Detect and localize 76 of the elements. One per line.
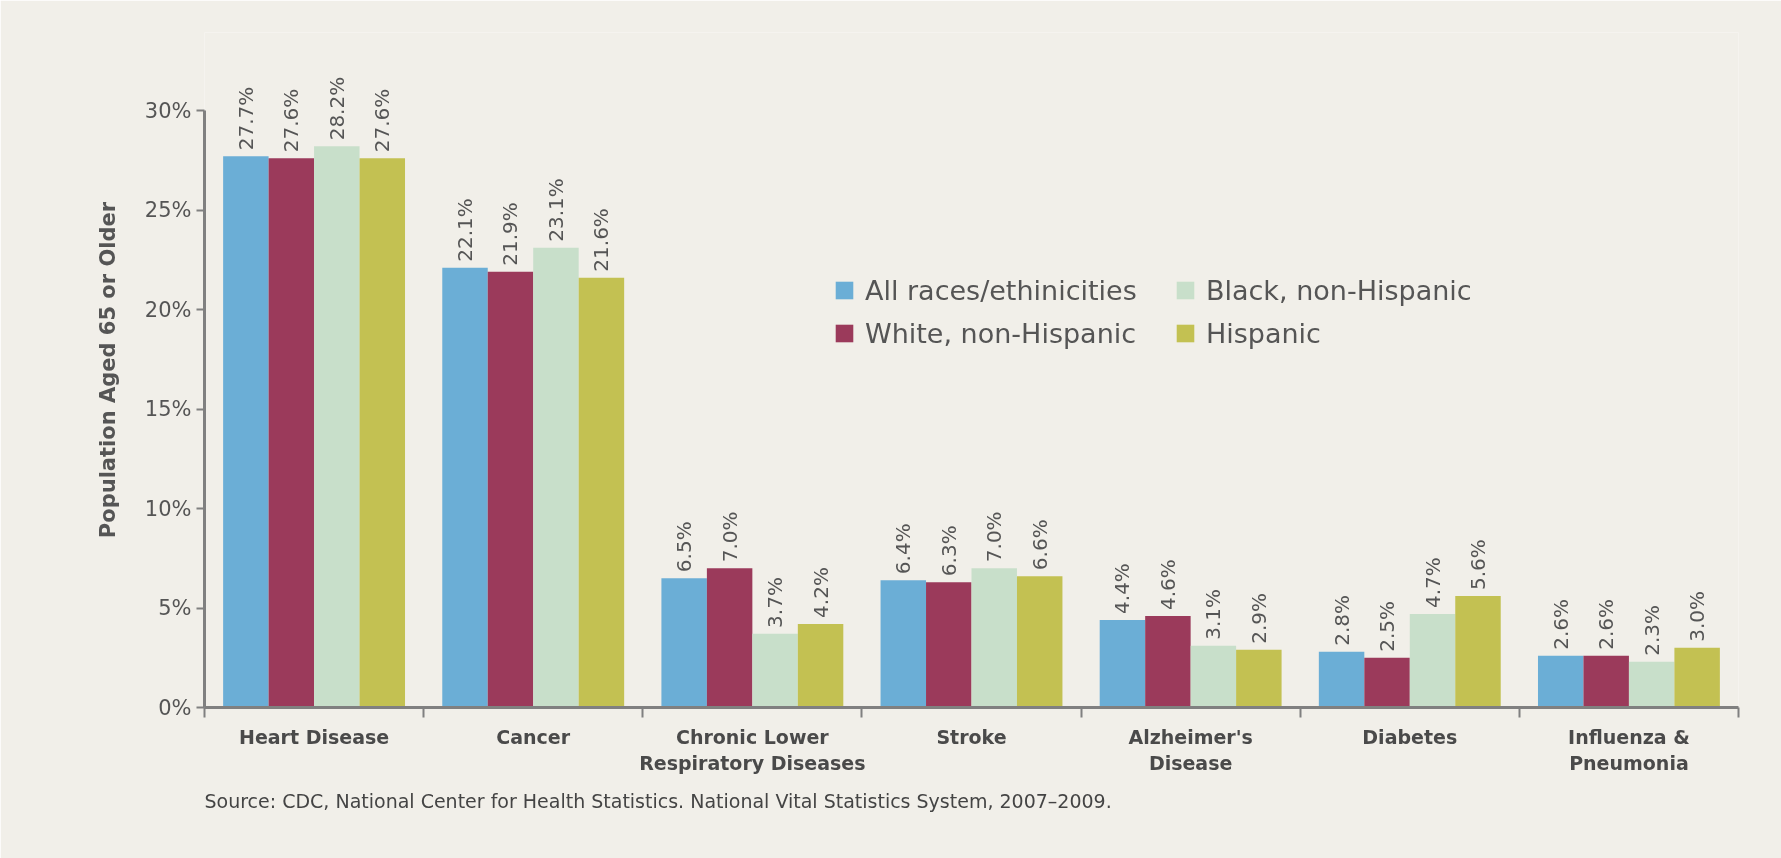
x-tick-label: Diabetes <box>1362 725 1458 748</box>
bar <box>1674 647 1720 708</box>
y-tick-label: 5% <box>158 596 192 620</box>
data-label: 4.4% <box>1110 563 1135 614</box>
y-tick-label: 20% <box>144 297 192 322</box>
bar <box>1364 657 1410 708</box>
bar <box>1583 655 1629 708</box>
bar <box>314 146 360 708</box>
data-label: 6.4% <box>891 523 916 575</box>
data-label: 2.8% <box>1329 594 1354 646</box>
data-label: 27.7% <box>233 86 258 151</box>
data-label: 2.9% <box>1246 592 1271 644</box>
y-tick-label: 30% <box>144 98 192 123</box>
bar <box>1628 661 1675 708</box>
bar <box>752 633 798 708</box>
data-label: 4.6% <box>1155 559 1180 610</box>
bar <box>487 271 534 708</box>
data-label: 2.6% <box>1594 598 1619 650</box>
bar <box>971 568 1017 708</box>
data-label: 7.0% <box>982 511 1007 563</box>
legend-label: Black, non-Hispanic <box>1205 274 1472 306</box>
bar <box>1099 619 1146 708</box>
data-label: 21.9% <box>498 202 523 266</box>
x-tick-label: Stroke <box>936 725 1007 748</box>
y-axis-title: Population Aged 65 or Older <box>95 201 120 539</box>
bar <box>1190 645 1237 708</box>
data-label: 4.2% <box>808 567 833 618</box>
bar <box>1318 651 1365 708</box>
data-label: 7.0% <box>717 511 742 563</box>
bar <box>1236 649 1282 708</box>
bar <box>797 623 844 708</box>
bar <box>533 247 579 708</box>
data-label: 6.3% <box>936 525 961 577</box>
y-tick-label: 10% <box>144 496 192 521</box>
data-label: 27.6% <box>279 88 304 153</box>
data-label: 23.1% <box>543 178 568 242</box>
source-note: Source: CDC, National Center for Health Statistics. National Vital Statistics System, 2007–2009. <box>204 789 1112 812</box>
bar <box>1145 615 1191 708</box>
data-label: 4.7% <box>1420 557 1445 608</box>
data-label: 22.1% <box>453 198 478 262</box>
bar <box>880 580 927 708</box>
data-label: 6.5% <box>672 521 697 573</box>
x-tick-label: Alzheimer's Disease <box>1128 725 1253 774</box>
legend-label: Hispanic <box>1205 317 1321 349</box>
legend-label: White, non-Hispanic <box>864 317 1137 349</box>
bar <box>1455 596 1501 708</box>
data-label: 2.6% <box>1548 598 1573 650</box>
y-tick-label: 15% <box>144 397 192 421</box>
data-label: 6.6% <box>1027 519 1052 571</box>
bar <box>268 158 315 708</box>
data-label: 28.2% <box>324 76 349 141</box>
data-label: 5.6% <box>1465 539 1490 591</box>
legend-label: All races/ethinicities <box>864 274 1137 306</box>
x-tick-label: Chronic Lower Respiratory Diseases <box>639 725 866 774</box>
x-tick-label: Cancer <box>496 725 571 748</box>
data-label: 2.3% <box>1639 604 1664 656</box>
data-label: 3.0% <box>1685 590 1710 642</box>
bar <box>1537 655 1584 708</box>
bar <box>359 158 406 708</box>
data-label: 2.5% <box>1375 600 1400 652</box>
bar <box>661 578 707 708</box>
bar <box>706 568 753 708</box>
data-label: 3.7% <box>763 577 788 628</box>
data-label: 21.6% <box>589 208 614 272</box>
bar <box>578 277 625 708</box>
y-tick-label: 0% <box>158 695 192 720</box>
data-label: 3.1% <box>1201 589 1226 640</box>
bar <box>1409 613 1456 708</box>
data-label: 27.6% <box>370 88 395 153</box>
bar <box>442 267 488 708</box>
bar <box>926 582 972 708</box>
x-tick-label: Influenza & Pneumonia <box>1568 725 1690 774</box>
x-tick-label: Heart Disease <box>238 725 390 748</box>
bar <box>223 156 269 708</box>
bar <box>1016 576 1063 708</box>
y-tick-label: 25% <box>144 198 192 222</box>
